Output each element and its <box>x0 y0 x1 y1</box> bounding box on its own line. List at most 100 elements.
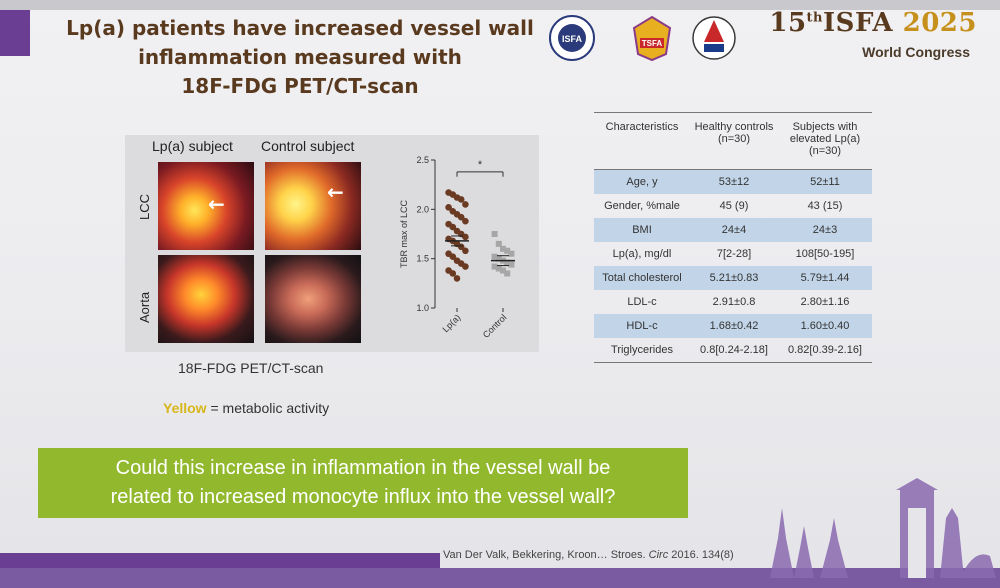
x-tick-label: Lp(a) <box>440 312 462 334</box>
data-point <box>462 233 469 241</box>
table-cell: Lp(a), mg/dl <box>612 248 672 260</box>
data-point <box>504 270 511 277</box>
table-cell: HDL-c <box>626 320 658 332</box>
table-cell: 7[2-28] <box>716 248 752 260</box>
data-point <box>495 240 502 247</box>
y-tick-label: 2.5 <box>416 155 429 165</box>
table-row: Age, y 53±12 52±11 <box>594 170 872 194</box>
data-point <box>500 245 506 252</box>
y-tick-label: 2.0 <box>416 204 429 214</box>
y-tick-label: 1.0 <box>416 303 429 313</box>
thai-society-logo <box>692 16 736 60</box>
title-line-1: Lp(a) patients have increased vessel wal… <box>66 16 534 40</box>
lpa-aorta-scan <box>158 255 254 343</box>
aorta-label: Aorta <box>137 291 152 323</box>
tbr-scatter-plot: 1.0 1.5 2.0 2.5 TBR max of LCC Lp(a) Control * <box>399 155 515 340</box>
citation-ref: 2016. 134(8) <box>668 549 734 561</box>
data-point <box>449 270 457 277</box>
table-cell: 53±12 <box>718 176 750 188</box>
data-point <box>462 263 469 270</box>
table-cell: 24±4 <box>721 224 747 236</box>
table-header-cell: Healthy controls (n=30) <box>694 121 774 145</box>
control-subject-label: Control subject <box>261 138 355 154</box>
table-row: BMI 24±4 24±3 <box>594 218 872 242</box>
control-lcc-scan: ← <box>265 162 361 250</box>
data-point <box>500 267 506 274</box>
table-cell: 52±11 <box>810 176 840 188</box>
citation-journal: Circ <box>648 549 669 561</box>
title-line-3: 18F-FDG PET/CT-scan <box>181 74 419 98</box>
table-row: Total cholesterol 5.21±0.83 5.79±1.44 <box>594 266 872 290</box>
table-cell: BMI <box>632 224 652 236</box>
conference-title: 15thISFA 2025 <box>752 8 977 38</box>
data-point <box>508 250 515 257</box>
table-cell: 2.91±0.8 <box>712 296 756 308</box>
accent-bar <box>0 10 30 56</box>
data-point <box>453 275 461 282</box>
data-point <box>462 201 469 208</box>
yellow-legend: Yellow = metabolic activity <box>163 400 329 416</box>
conference-subtitle: World Congress <box>862 44 970 60</box>
data-point <box>457 213 465 221</box>
data-point <box>491 231 498 237</box>
data-point <box>449 253 457 260</box>
tsfa-logo-text: TSFA <box>642 39 663 48</box>
conference-name: ISFA <box>823 8 894 38</box>
table-row: Triglycerides 0.8[0.24-2.18] 0.82[0.39-2.1… <box>594 338 872 363</box>
lcc-label: LCC <box>137 193 152 220</box>
yellow-legend-text: = metabolic activity <box>206 400 330 416</box>
footer-bar <box>0 568 1000 588</box>
table-cell: 43 (15) <box>807 200 843 212</box>
table-cell: Age, y <box>626 176 658 188</box>
data-point <box>495 255 502 262</box>
citation: Van Der Valk, Bekkering, Kroon… Stroes. … <box>443 549 734 561</box>
table-row: LDL-c 2.91±0.8 2.80±1.16 <box>594 290 872 314</box>
table-cell: Total cholesterol <box>602 272 682 284</box>
data-point <box>462 247 469 255</box>
table-header-row: Characteristics Healthy controls (n=30) … <box>594 112 872 170</box>
question-line-1: Could this increase in inflammation in t… <box>115 457 611 479</box>
data-point <box>462 217 469 225</box>
table-cell: 5.79±1.44 <box>800 272 850 284</box>
conference-edition: 15 <box>769 8 807 38</box>
data-point <box>508 261 515 268</box>
data-point <box>491 253 498 260</box>
table-header-cell: Subjects with elevated Lp(a) (n=30) <box>789 121 861 157</box>
table-body: Age, y 53±12 52±11 Gender, %male 45 (9) 43 (1… <box>594 170 872 363</box>
data-point <box>457 196 465 203</box>
table-cell: 5.21±0.83 <box>709 272 759 284</box>
table-cell: 1.60±0.40 <box>800 320 850 332</box>
table-cell: 108[50-195] <box>795 248 855 260</box>
scan-caption: 18F-FDG PET/CT-scan <box>178 360 324 376</box>
top-edge <box>0 0 1000 10</box>
characteristics-table: Characteristics Healthy controls (n=30) … <box>594 112 872 363</box>
table-cell: 0.82[0.39-2.16] <box>787 344 862 356</box>
citation-authors: Van Der Valk, Bekkering, Kroon… Stroes. <box>443 549 649 561</box>
data-point <box>504 259 511 266</box>
lpa-subject-label: Lp(a) subject <box>152 138 233 154</box>
tsfa-logo: TSFA <box>632 15 672 62</box>
table-cell: 2.80±1.16 <box>800 296 850 308</box>
significance-star: * <box>478 159 483 171</box>
isfa-logo-text: ISFA <box>562 34 583 44</box>
data-point <box>449 223 457 231</box>
table-cell: 0.8[0.24-2.18] <box>700 344 768 356</box>
table-cell: Triglycerides <box>611 344 673 356</box>
table-cell: 24±3 <box>812 224 838 236</box>
table-row: Gender, %male 45 (9) 43 (15) <box>594 194 872 218</box>
data-point <box>491 263 498 270</box>
data-point <box>495 265 502 272</box>
conference-edition-suffix: th <box>806 10 824 26</box>
data-point <box>504 247 511 254</box>
data-point <box>457 243 465 251</box>
table-row: HDL-c 1.68±0.42 1.60±0.40 <box>594 314 872 338</box>
arrow-icon: ← <box>208 192 225 216</box>
conference-year: 2025 <box>902 8 977 38</box>
slide-title: Lp(a) patients have increased vessel wal… <box>40 14 560 101</box>
table-row: Lp(a), mg/dl 7[2-28] 108[50-195] <box>594 242 872 266</box>
table-cell: LDL-c <box>627 296 657 308</box>
y-axis-label: TBR max of LCC <box>399 199 409 268</box>
pet-scan-panel: Lp(a) subject Control subject LCC Aorta … <box>125 135 539 352</box>
y-tick-label: 1.5 <box>416 254 429 264</box>
